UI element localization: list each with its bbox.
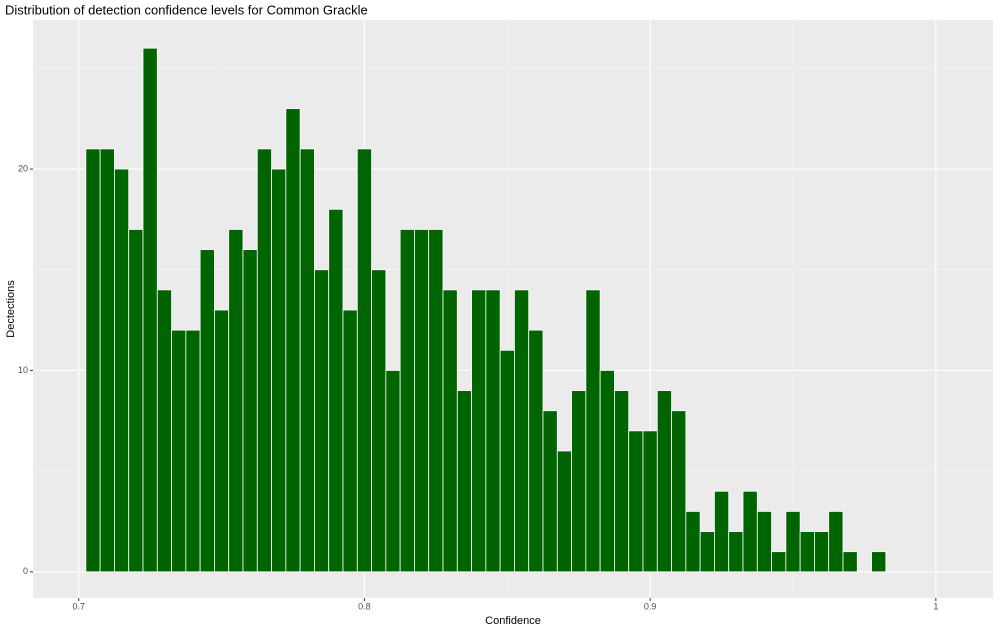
- bar: [228, 229, 244, 573]
- bar: [756, 511, 772, 573]
- bar: [785, 511, 801, 573]
- bar: [485, 289, 501, 573]
- bar: [185, 329, 201, 573]
- bar: [514, 289, 530, 573]
- bar: [428, 229, 444, 573]
- bar: [314, 269, 330, 573]
- bar: [156, 289, 172, 573]
- bar: [714, 490, 730, 573]
- bar: [142, 47, 158, 573]
- bar: [271, 168, 287, 573]
- bar: [556, 450, 572, 573]
- bar: [328, 208, 344, 573]
- x-tick-label: 0.7: [72, 601, 85, 611]
- bar: [242, 249, 258, 573]
- bar: [642, 430, 658, 573]
- bar: [614, 390, 630, 573]
- bar: [828, 511, 844, 573]
- bar: [728, 531, 744, 573]
- bar: [214, 309, 230, 573]
- bar: [528, 329, 544, 573]
- bar: [742, 490, 758, 573]
- bar: [85, 148, 101, 573]
- bar: [599, 370, 615, 573]
- bar: [542, 410, 558, 573]
- bar: [99, 148, 115, 573]
- bar: [128, 229, 144, 573]
- bar: [799, 531, 815, 573]
- bar: [256, 148, 272, 573]
- bar: [342, 309, 358, 573]
- bar: [385, 370, 401, 573]
- bar: [285, 108, 301, 573]
- bar: [585, 289, 601, 573]
- bar: [814, 531, 830, 573]
- bar: [499, 349, 515, 573]
- bar: [371, 269, 387, 573]
- bar: [299, 148, 315, 573]
- y-tick-label: 10: [18, 365, 28, 375]
- bar: [771, 551, 787, 573]
- bar: [471, 289, 487, 573]
- bar: [456, 390, 472, 573]
- bar: [171, 329, 187, 573]
- y-axis-label: Dectections: [5, 280, 17, 338]
- bar: [356, 148, 372, 573]
- x-tick-label: 0.8: [358, 601, 371, 611]
- bar: [628, 430, 644, 573]
- bar: [114, 168, 130, 573]
- x-tick-label: 0.9: [644, 601, 657, 611]
- bar: [871, 551, 887, 573]
- bar: [199, 249, 215, 573]
- bar: [685, 511, 701, 573]
- bar: [399, 229, 415, 573]
- x-axis-label: Confidence: [485, 615, 541, 627]
- chart-title: Distribution of detection confidence lev…: [5, 2, 368, 17]
- bar: [671, 410, 687, 573]
- bar: [699, 531, 715, 573]
- x-tick-label: 1: [933, 601, 938, 611]
- bar: [442, 289, 458, 573]
- bar: [414, 229, 430, 573]
- y-tick-label: 0: [23, 566, 28, 576]
- y-tick-label: 20: [18, 163, 28, 173]
- bar: [571, 390, 587, 573]
- bar: [656, 390, 672, 573]
- bar: [842, 551, 858, 573]
